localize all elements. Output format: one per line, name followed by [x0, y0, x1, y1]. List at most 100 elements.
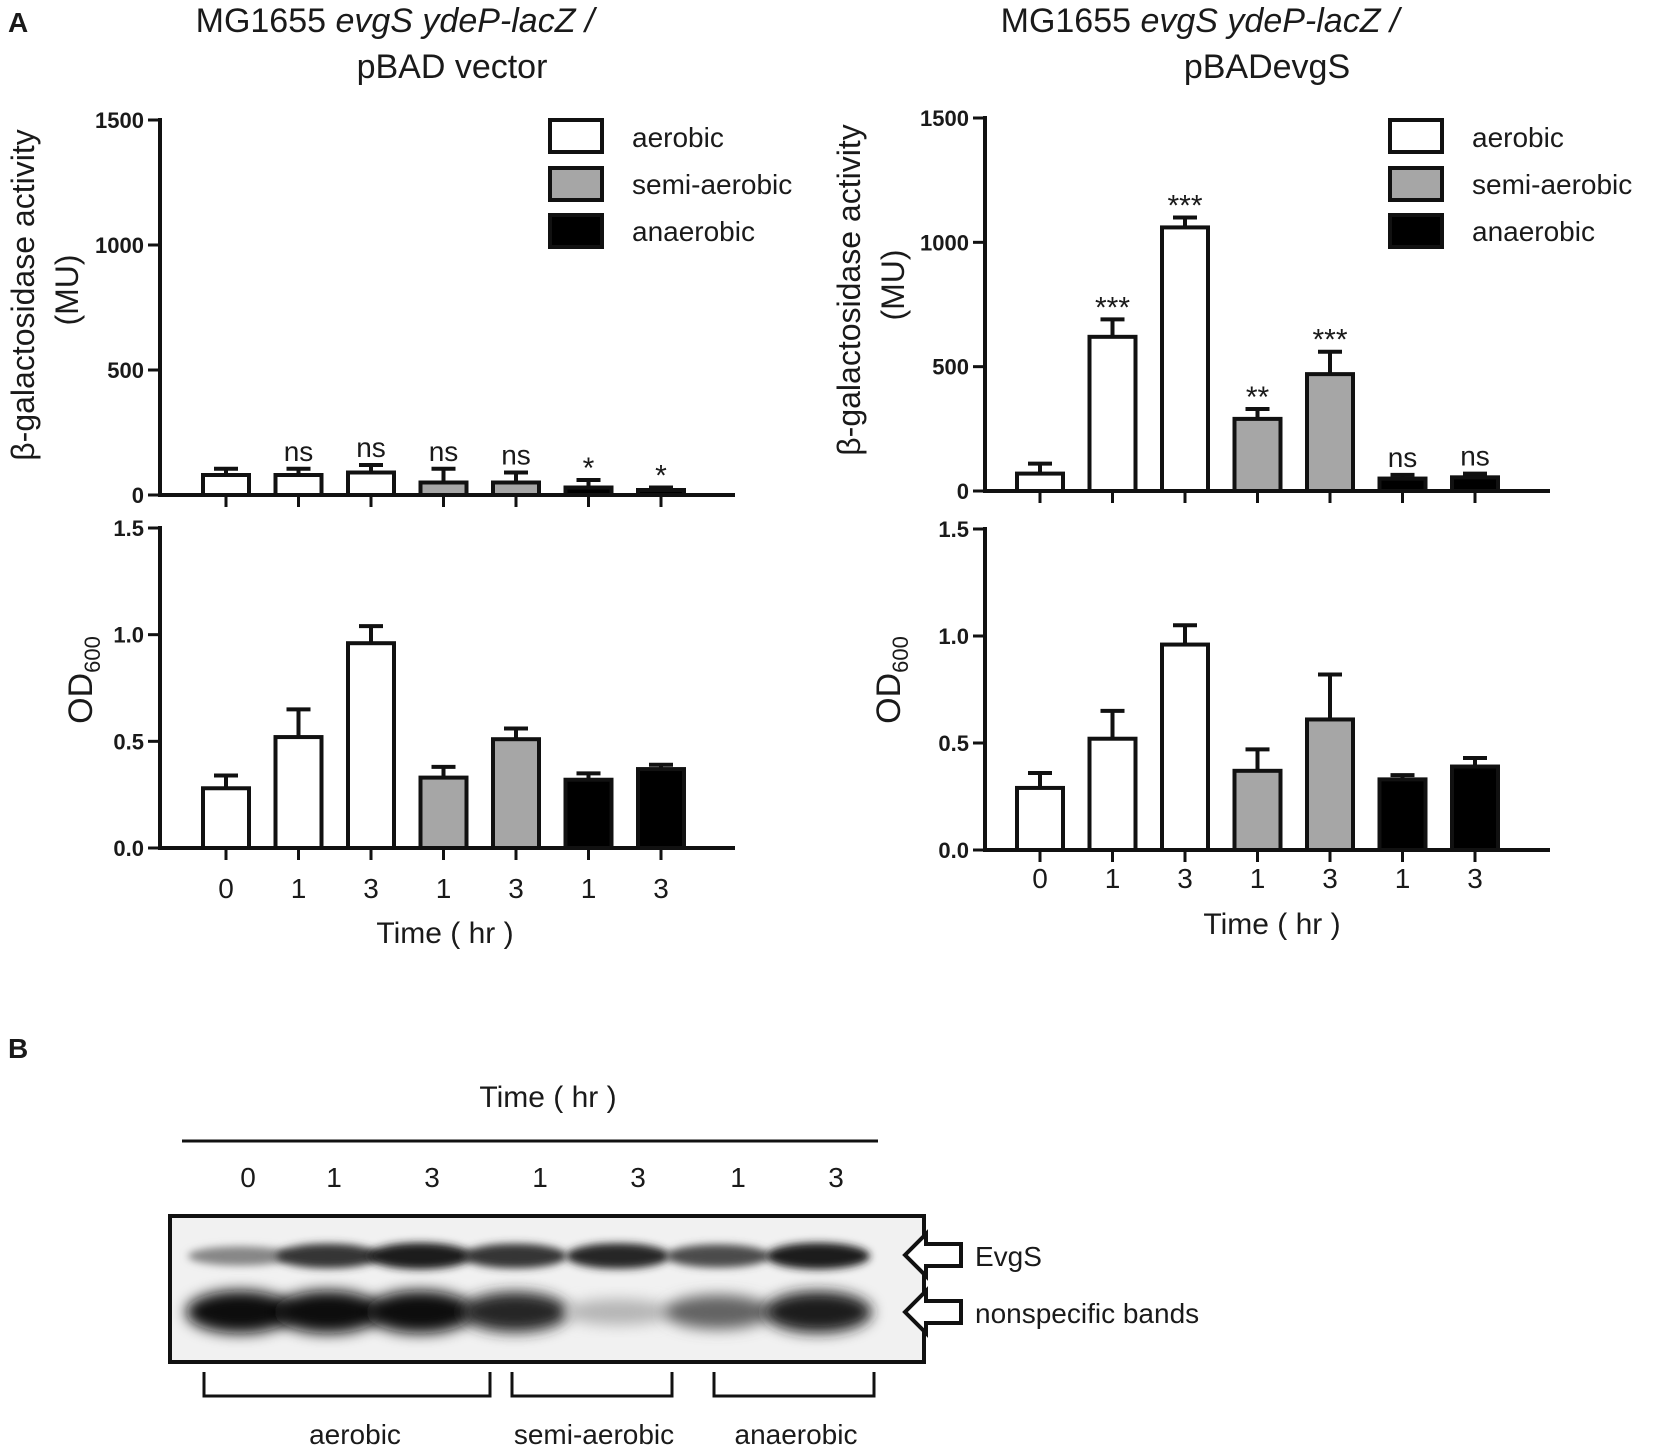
legend-swatch-aerobic — [548, 118, 604, 154]
nonspecific-band — [461, 1291, 569, 1333]
bar-semi-aerobic — [418, 775, 469, 850]
y-tick-label: 0 — [957, 479, 969, 504]
bar-aerobic — [1015, 785, 1065, 853]
right-chart-title-line1: MG1655 evgS ydeP-lacZ / — [1001, 2, 1403, 40]
significance-label: ns — [429, 436, 459, 467]
blot-lane-labels: 0 1 3 1 3 1 3 — [240, 1162, 844, 1193]
y-tick-label: 1500 — [95, 108, 144, 133]
left-ylabel-galactosidase-line1: β-galactosidase activity — [5, 129, 41, 460]
evgs-band — [566, 1243, 670, 1269]
legend-label-semi-aerobic: semi-aerobic — [632, 169, 792, 200]
legend-label-aerobic: aerobic — [632, 122, 724, 153]
legend-swatch-anaerobic — [548, 213, 604, 249]
blot-lane-label: 1 — [730, 1162, 746, 1193]
y-tick-label: 0.5 — [113, 729, 144, 754]
right-legend: aerobic semi-aerobic anaerobic — [1388, 118, 1632, 249]
nonspecific-band — [564, 1299, 672, 1325]
legend-label-anaerobic: anaerobic — [632, 216, 755, 247]
y-tick-label: 1.0 — [113, 623, 144, 648]
nonspecific-band — [764, 1291, 872, 1333]
blot-frame — [168, 1214, 926, 1364]
od-sub: 600 — [80, 636, 105, 673]
x-tick-label: 1 — [1105, 863, 1121, 894]
band-label-nonspecific: nonspecific bands — [975, 1298, 1199, 1329]
x-tick-label: 3 — [1322, 863, 1338, 894]
legend-label-anaerobic: anaerobic — [1472, 216, 1595, 247]
left-ylabel-od600: OD600 — [62, 636, 105, 724]
x-tick-label: 3 — [1467, 863, 1483, 894]
significance-label: *** — [1095, 291, 1130, 324]
x-tick-label: 3 — [508, 873, 524, 904]
bar-aerobic — [201, 786, 251, 850]
bar-semi-aerobic — [1305, 717, 1355, 853]
right-title-italic: evgS ydeP-lacZ / — [1140, 2, 1402, 40]
blot-bands — [186, 1242, 872, 1334]
evgs-band — [666, 1244, 770, 1268]
bar-semi-aerobic — [1305, 372, 1355, 494]
bar-aerobic — [273, 473, 324, 497]
bar-anaerobic — [1377, 476, 1428, 494]
blot-lane-label: 0 — [240, 1162, 256, 1193]
y-tick-label: 0 — [132, 483, 144, 508]
blot-lane-label: 3 — [630, 1162, 646, 1193]
bar-aerobic — [201, 473, 251, 497]
bracket-anaerobic — [712, 1372, 876, 1398]
significance-label: ns — [1388, 442, 1418, 473]
left-galactosidase-chart: 0 500 1000 1500 ns ns ns ns * * — [95, 108, 735, 508]
bar-anaerobic — [563, 777, 614, 851]
bar-semi-aerobic — [1232, 768, 1283, 853]
right-ylabel-galactosidase-line1: β-galactosidase activity — [831, 124, 867, 455]
bar-aerobic — [346, 470, 396, 497]
right-xaxis-title: Time ( hr ) — [1203, 908, 1340, 941]
blot-lane-label: 3 — [828, 1162, 844, 1193]
right-title-plain: MG1655 — [1001, 2, 1141, 40]
nonspecific-band — [664, 1294, 772, 1330]
group-label-anaerobic: anaerobic — [735, 1419, 858, 1449]
legend-swatch-aerobic — [1388, 118, 1444, 154]
blot-lane-label: 1 — [532, 1162, 548, 1193]
bar-semi-aerobic — [418, 480, 469, 497]
bar-anaerobic — [636, 767, 686, 850]
significance-label: *** — [1167, 189, 1202, 222]
left-title-italic: evgS ydeP-lacZ / — [335, 2, 597, 40]
x-tick-label: 1 — [436, 873, 452, 904]
legend-label-aerobic: aerobic — [1472, 122, 1564, 153]
y-tick-label: 1.0 — [938, 624, 969, 649]
x-tick-label: 3 — [653, 873, 669, 904]
nonspecific-band — [186, 1290, 294, 1334]
significance-label: ns — [356, 432, 386, 463]
significance-label: ns — [1460, 441, 1490, 472]
evgs-band — [463, 1243, 567, 1269]
x-tick-label: 0 — [1032, 863, 1048, 894]
right-chart-title-line2: pBADevgS — [1184, 48, 1350, 86]
bar-anaerobic — [563, 485, 614, 497]
significance-label: ns — [501, 440, 531, 471]
evgs-band — [276, 1243, 380, 1269]
bar-aerobic — [1015, 471, 1065, 493]
significance-label: * — [583, 452, 595, 485]
legend-label-semi-aerobic: semi-aerobic — [1472, 169, 1632, 200]
evgs-band — [188, 1246, 292, 1266]
bar-aerobic — [1160, 225, 1210, 493]
left-xaxis-title: Time ( hr ) — [376, 917, 513, 950]
x-tick-label: 3 — [363, 873, 379, 904]
bracket-semi-aerobic — [510, 1372, 674, 1398]
blot-time-label: Time ( hr ) — [479, 1081, 616, 1114]
y-tick-label: 0.5 — [938, 731, 969, 756]
bar-semi-aerobic — [1232, 416, 1283, 493]
blot-lane-label: 1 — [326, 1162, 342, 1193]
bar-anaerobic — [1377, 777, 1428, 853]
right-ylabel-od600: OD600 — [870, 636, 913, 724]
bar-semi-aerobic — [491, 737, 541, 851]
y-tick-label: 1000 — [920, 230, 969, 255]
bar-aerobic — [346, 641, 396, 851]
y-tick-label: 0.0 — [113, 836, 144, 861]
significance-label: * — [655, 460, 667, 493]
left-chart-title-line2: pBAD vector — [357, 48, 548, 86]
y-tick-label: 1.5 — [938, 517, 969, 542]
blot-lane-label: 3 — [424, 1162, 440, 1193]
bar-aerobic — [1160, 642, 1210, 852]
y-tick-label: 1500 — [920, 106, 969, 131]
bar-anaerobic — [1450, 475, 1500, 493]
